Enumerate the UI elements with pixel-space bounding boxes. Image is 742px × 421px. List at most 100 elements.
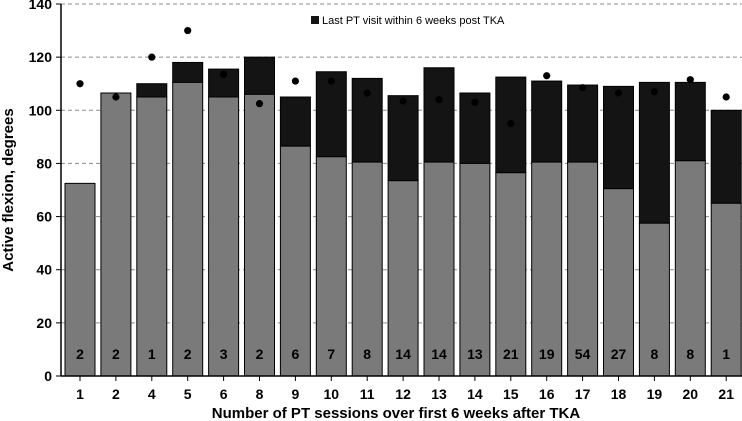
x-tick-label-19: 19 <box>647 386 663 402</box>
bar-base-11 <box>351 161 383 377</box>
x-tick-label-21: 21 <box>718 386 734 402</box>
x-tick-label-4: 4 <box>148 386 156 402</box>
y-tick-labels: 0 20 40 60 80 100 120 140 <box>29 0 61 384</box>
count-label-11: 8 <box>363 346 371 362</box>
count-label-6: 3 <box>220 346 228 362</box>
count-label-14: 13 <box>467 346 483 362</box>
x-tick-label-2: 2 <box>112 386 120 402</box>
point-4 <box>148 53 156 61</box>
y-tick-label-60: 60 <box>36 209 52 225</box>
bar-last-visit-12 <box>387 95 419 182</box>
bar-last-visit-19 <box>638 81 670 224</box>
bar-last-visit-21 <box>710 109 742 204</box>
data-points <box>76 26 730 128</box>
x-tick-label-12: 12 <box>395 386 411 402</box>
x-tick-label-15: 15 <box>503 386 519 402</box>
x-tick-label-14: 14 <box>467 386 483 402</box>
point-13 <box>435 96 443 104</box>
bar-base-14 <box>459 162 491 377</box>
x-tick-label-8: 8 <box>256 386 264 402</box>
point-20 <box>686 76 694 84</box>
bar-base-8 <box>244 93 275 377</box>
point-2 <box>112 93 120 101</box>
y-tick-label-80: 80 <box>36 155 52 171</box>
count-label-18: 27 <box>611 346 627 362</box>
bar-last-visit-13 <box>423 67 455 163</box>
bar-last-visit-4 <box>136 83 168 98</box>
point-17 <box>579 84 587 92</box>
x-tick-label-11: 11 <box>360 386 375 402</box>
y-axis-title: Active flexion, degrees <box>0 108 17 271</box>
legend-label: Last PT visit within 6 weeks post TKA <box>322 15 505 27</box>
count-labels: 2 2 1 2 3 2 6 7 8 14 14 13 21 19 54 27 8 8 1 <box>76 346 730 362</box>
point-5 <box>184 26 192 35</box>
point-21 <box>722 93 730 101</box>
bar-last-visit-8 <box>244 56 275 95</box>
bar-last-visit-5 <box>172 61 204 83</box>
point-16 <box>543 72 551 80</box>
bar-last-visit-9 <box>279 96 311 147</box>
legend: Last PT visit within 6 weeks post TKA <box>311 15 505 27</box>
count-label-8: 2 <box>256 346 264 362</box>
y-tick-label-20: 20 <box>36 315 52 331</box>
x-tick-label-13: 13 <box>431 386 447 402</box>
point-9 <box>291 77 299 85</box>
count-label-5: 2 <box>184 346 192 362</box>
bar-base-16 <box>531 161 563 377</box>
count-label-2: 2 <box>112 346 120 362</box>
x-tick-label-17: 17 <box>575 386 591 402</box>
point-10 <box>327 77 335 85</box>
x-tick-label-10: 10 <box>324 386 340 402</box>
bar-base-2 <box>100 92 132 377</box>
x-tick-label-1: 1 <box>76 386 84 402</box>
bar-base-13 <box>423 161 455 377</box>
bar-base-6 <box>208 96 240 377</box>
point-14 <box>471 98 479 106</box>
x-tick-labels: 1 2 4 5 6 8 9 10 11 12 13 14 15 16 17 18 19 20 21 <box>76 376 734 402</box>
bar-base-10 <box>315 156 347 377</box>
bar-base-9 <box>279 145 311 377</box>
x-tick-label-18: 18 <box>611 386 627 402</box>
point-19 <box>650 88 659 96</box>
bar-base-5 <box>172 81 204 377</box>
bar-last-visit-16 <box>531 80 563 163</box>
point-18 <box>614 89 623 97</box>
x-axis-title: Number of PT sessions over first 6 weeks… <box>212 405 581 421</box>
y-tick-label-140: 140 <box>29 0 53 12</box>
count-label-9: 6 <box>292 346 300 362</box>
bar-base-18 <box>603 188 634 377</box>
axes <box>60 4 742 377</box>
count-label-13: 14 <box>431 346 447 362</box>
bar-base-20 <box>674 160 706 377</box>
bar-base-19 <box>638 222 670 377</box>
x-tick-label-6: 6 <box>220 386 228 402</box>
count-label-12: 14 <box>395 346 411 362</box>
y-tick-label-120: 120 <box>29 49 53 65</box>
y-tick-label-0: 0 <box>44 368 52 384</box>
x-tick-label-16: 16 <box>539 386 555 402</box>
point-12 <box>399 97 407 105</box>
x-tick-label-9: 9 <box>292 386 300 402</box>
bar-base-15 <box>495 172 527 377</box>
y-tick-label-100: 100 <box>29 102 53 118</box>
bar-base-17 <box>567 161 599 377</box>
point-15 <box>507 119 515 128</box>
count-label-1: 2 <box>76 346 84 362</box>
point-11 <box>363 89 371 97</box>
point-6 <box>220 70 228 79</box>
count-label-4: 1 <box>148 346 156 362</box>
x-tick-label-20: 20 <box>683 386 699 402</box>
count-label-19: 8 <box>651 346 659 362</box>
bar-last-visit-18 <box>603 85 634 190</box>
bar-base-1 <box>64 182 96 377</box>
y-tick-label-40: 40 <box>36 262 52 278</box>
bar-base-4 <box>136 96 168 377</box>
count-label-15: 21 <box>503 346 519 362</box>
x-tick-label-5: 5 <box>184 386 192 402</box>
legend-swatch <box>311 16 319 24</box>
point-8 <box>255 100 264 108</box>
count-label-20: 8 <box>686 346 694 362</box>
count-label-10: 7 <box>327 346 335 362</box>
count-label-21: 1 <box>722 346 730 362</box>
